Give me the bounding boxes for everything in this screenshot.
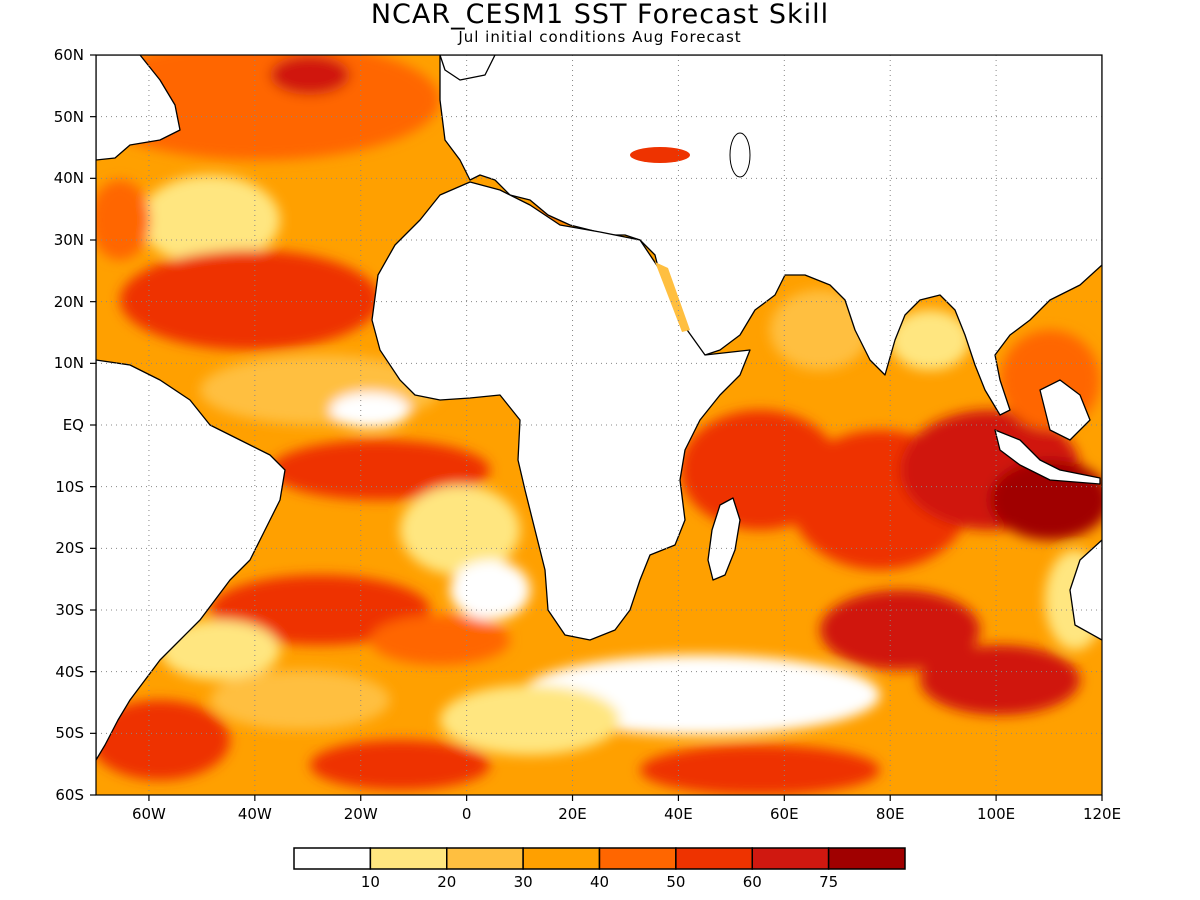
colorbar-label: 20	[437, 873, 457, 891]
lon-tick-label: 40E	[664, 805, 693, 823]
lon-tick-label: 100E	[977, 805, 1016, 823]
lon-tick-label: 20E	[558, 805, 587, 823]
colorbar-label: 40	[589, 873, 610, 891]
lon-tick-label: 60W	[131, 805, 166, 823]
colorbar-label: 75	[819, 873, 839, 891]
lat-tick-label: 30S	[55, 601, 84, 619]
lat-tick-label: 10N	[53, 354, 84, 373]
lon-tick-label: 20W	[343, 805, 378, 823]
lat-tick-label: 30N	[53, 231, 84, 249]
lat-tick-label: 40N	[53, 169, 84, 188]
colorbar	[293, 847, 906, 870]
lat-tick-label: 40S	[55, 662, 84, 681]
colorbar-swatch	[827, 847, 906, 870]
colorbar-label: 50	[666, 873, 686, 891]
colorbar-swatch	[751, 847, 830, 870]
chart-subtitle: Jul initial conditions Aug Forecast	[458, 28, 742, 46]
colorbar-label: 10	[360, 873, 380, 891]
lat-tick-label: 20S	[55, 539, 84, 558]
lon-tick-label: 0	[461, 805, 472, 823]
chart-title: NCAR_CESM1 SST Forecast Skill	[370, 0, 830, 30]
colorbar-swatch	[522, 847, 601, 870]
lon-tick-label: 80E	[875, 805, 905, 823]
lat-tick-label: 50S	[55, 724, 84, 743]
lat-tick-label: 50N	[53, 107, 84, 126]
lat-tick-label: 60S	[55, 786, 84, 804]
colorbar-swatch	[293, 847, 372, 870]
colorbar-label: 30	[513, 873, 533, 891]
land	[96, 55, 1102, 761]
colorbar-swatch	[369, 847, 448, 870]
lat-tick-label: EQ	[62, 416, 84, 434]
skill-field	[96, 55, 1102, 795]
colorbar-label: 60	[742, 873, 762, 891]
caspian-sea	[729, 132, 751, 178]
lon-tick-label: 40W	[237, 805, 272, 823]
colorbar-swatch	[598, 847, 677, 870]
black-sea	[630, 147, 690, 163]
grid	[96, 55, 1102, 795]
lat-tick-label: 20N	[53, 292, 84, 311]
lon-tick-label: 120E	[1082, 805, 1122, 823]
colorbar-swatch	[446, 847, 524, 870]
red-sea	[655, 262, 690, 332]
axis-ticks	[90, 54, 1103, 801]
lon-tick-label: 60E	[770, 805, 799, 823]
lat-tick-label: 60N	[53, 46, 84, 64]
lat-tick-label: 10S	[55, 477, 84, 496]
colorbar-swatch	[675, 847, 753, 870]
